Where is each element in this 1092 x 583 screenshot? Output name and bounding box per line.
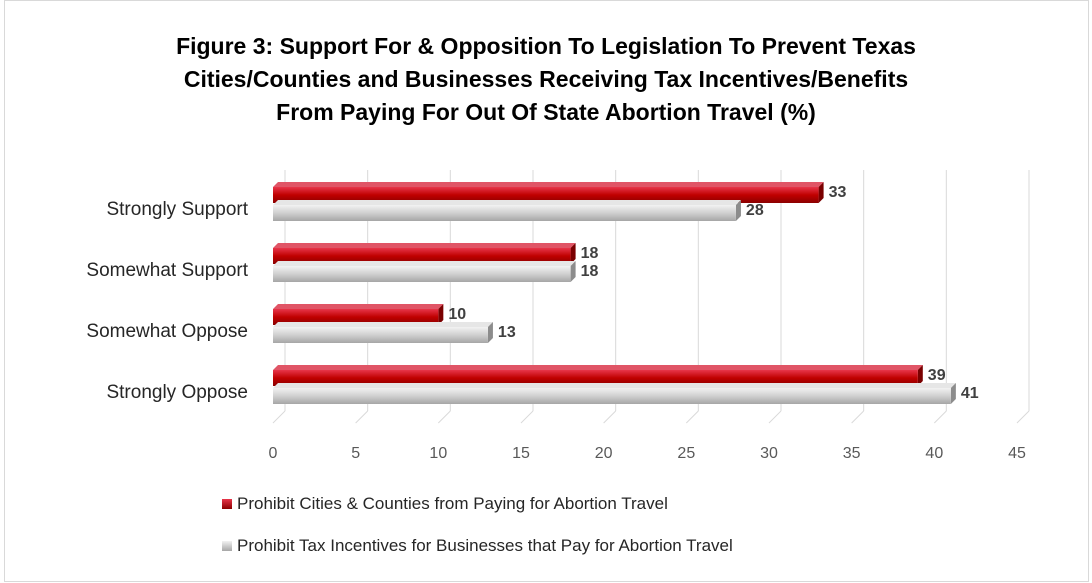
bar bbox=[273, 187, 819, 203]
chart-legend: Prohibit Cities & Counties from Paying f… bbox=[222, 494, 733, 578]
bar bbox=[273, 309, 439, 325]
bar-side-face bbox=[735, 200, 741, 221]
bar-top-face bbox=[273, 365, 923, 370]
bar-top-face bbox=[273, 261, 576, 266]
x-tick-label: 25 bbox=[677, 445, 695, 462]
chart-title: Figure 3: Support For & Opposition To Le… bbox=[0, 30, 1092, 129]
bar-side-face bbox=[570, 243, 576, 264]
y-category-label: Somewhat Oppose bbox=[86, 321, 248, 342]
legend-item-tax-incentives: Prohibit Tax Incentives for Businesses t… bbox=[222, 536, 733, 556]
floor-gridline bbox=[768, 410, 782, 424]
bar-side-face bbox=[950, 383, 956, 404]
bar-value-label: 28 bbox=[746, 202, 764, 219]
bar-value-label: 39 bbox=[928, 367, 946, 384]
floor-gridline bbox=[1016, 410, 1030, 424]
bar-side-face bbox=[438, 304, 444, 325]
x-tick-label: 45 bbox=[1008, 445, 1026, 462]
floor-gridline bbox=[933, 410, 947, 424]
bar-side-face bbox=[487, 322, 493, 343]
floor-gridline bbox=[685, 410, 699, 424]
y-category-label: Strongly Support bbox=[106, 199, 248, 220]
bar-top-face bbox=[273, 383, 956, 388]
floor-gridline bbox=[272, 410, 286, 424]
floor-gridline bbox=[437, 410, 451, 424]
bar-side-face bbox=[570, 261, 576, 282]
x-tick-label: 40 bbox=[925, 445, 943, 462]
bar-side-face bbox=[917, 365, 923, 386]
y-category-label: Somewhat Support bbox=[86, 260, 248, 281]
bar bbox=[273, 205, 736, 221]
x-tick-label: 30 bbox=[760, 445, 778, 462]
legend-item-cities-counties: Prohibit Cities & Counties from Paying f… bbox=[222, 494, 733, 514]
x-tick-label: 35 bbox=[843, 445, 861, 462]
x-tick-label: 10 bbox=[429, 445, 447, 462]
bar bbox=[273, 327, 488, 343]
bar-value-label: 10 bbox=[448, 306, 466, 323]
bar-side-face bbox=[818, 182, 824, 203]
bar-top-face bbox=[273, 182, 824, 187]
floor-gridline bbox=[851, 410, 865, 424]
x-tick-label: 15 bbox=[512, 445, 530, 462]
bar bbox=[273, 388, 951, 404]
chart-frame bbox=[4, 0, 1089, 582]
bar-top-face bbox=[273, 243, 576, 248]
legend-label: Prohibit Cities & Counties from Paying f… bbox=[237, 494, 668, 513]
x-tick-label: 20 bbox=[595, 445, 613, 462]
y-category-label: Strongly Oppose bbox=[106, 382, 248, 403]
chart-title-line-3: From Paying For Out Of State Abortion Tr… bbox=[276, 99, 816, 125]
legend-swatch-gray bbox=[222, 541, 232, 551]
legend-label: Prohibit Tax Incentives for Businesses t… bbox=[237, 536, 733, 555]
bar-value-label: 33 bbox=[829, 184, 847, 201]
bar-value-label: 18 bbox=[581, 263, 599, 280]
bar bbox=[273, 266, 571, 282]
floor-gridline bbox=[520, 410, 534, 424]
bar-top-face bbox=[273, 322, 493, 327]
bar bbox=[273, 370, 918, 386]
bar-top-face bbox=[273, 200, 741, 205]
floor-gridline bbox=[355, 410, 369, 424]
bar-value-label: 18 bbox=[581, 245, 599, 262]
bar bbox=[273, 248, 571, 264]
chart-title-line-2: Cities/Counties and Businesses Receiving… bbox=[183, 66, 909, 92]
bar-value-label: 41 bbox=[961, 385, 979, 402]
x-tick-label: 5 bbox=[351, 445, 360, 462]
legend-swatch-red bbox=[222, 499, 232, 509]
x-tick-label: 0 bbox=[269, 445, 278, 462]
bar-value-label: 13 bbox=[498, 324, 516, 341]
bar-top-face bbox=[273, 304, 444, 309]
floor-gridline bbox=[603, 410, 617, 424]
chart-title-line-1: Figure 3: Support For & Opposition To Le… bbox=[176, 33, 916, 59]
